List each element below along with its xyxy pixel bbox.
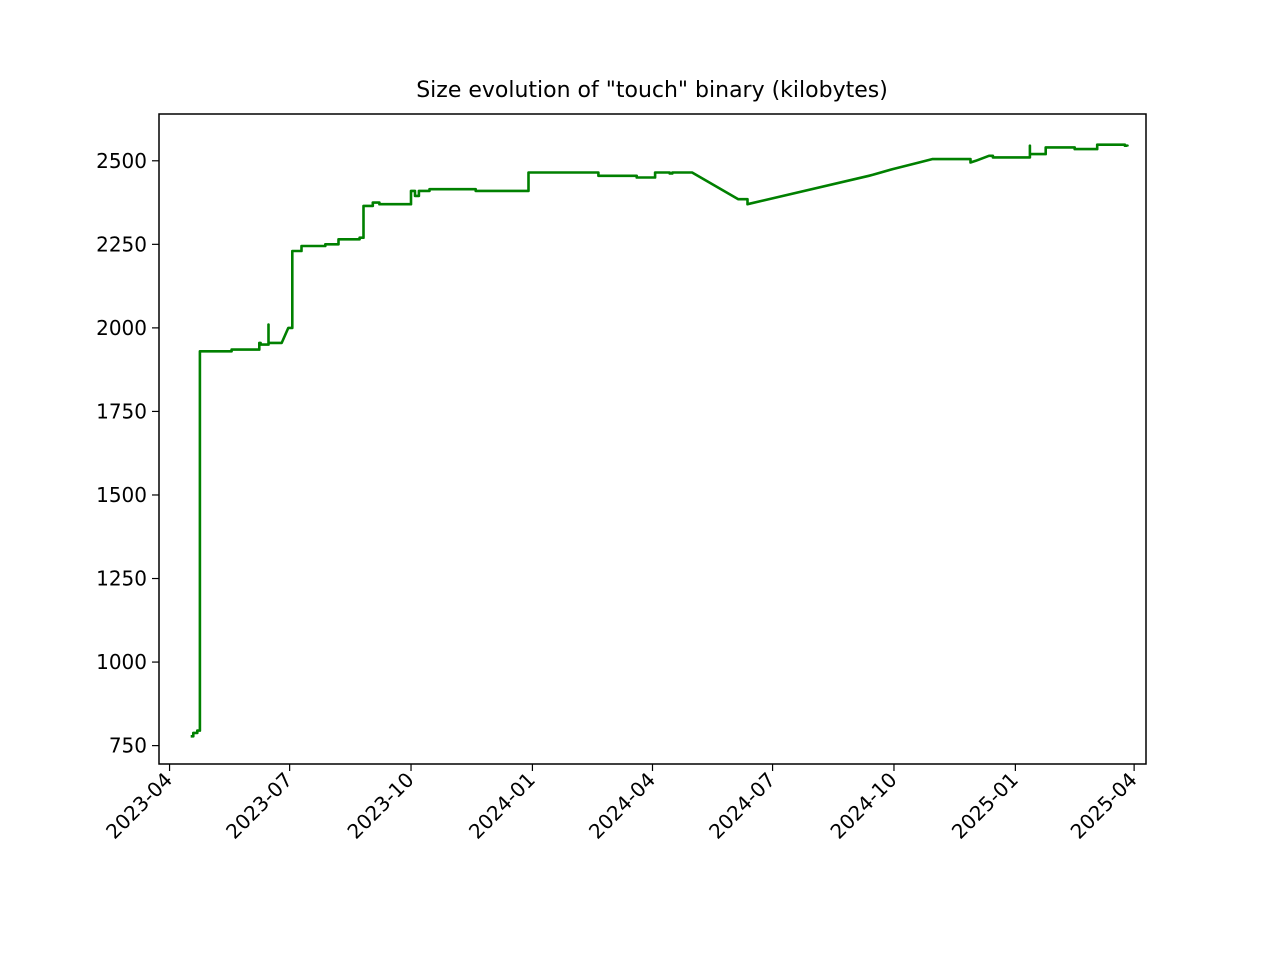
plot-layer — [190, 143, 1129, 738]
y-tick-label: 1250 — [96, 567, 147, 591]
y-tick-label: 1000 — [96, 650, 147, 674]
y-tick-label: 1500 — [96, 483, 147, 507]
chart-title: Size evolution of "touch" binary (kiloby… — [416, 78, 888, 103]
series-line-1 — [190, 143, 1129, 738]
y-axis: 750 1000 1250 1500 1750 2000 2250 2500 — [96, 149, 159, 758]
y-tick-label: 1750 — [96, 399, 147, 423]
y-tick-label: 750 — [109, 734, 147, 758]
y-tick-label: 2250 — [96, 232, 147, 256]
y-tick-label: 2000 — [96, 316, 147, 340]
y-tick-label: 2500 — [96, 149, 147, 173]
